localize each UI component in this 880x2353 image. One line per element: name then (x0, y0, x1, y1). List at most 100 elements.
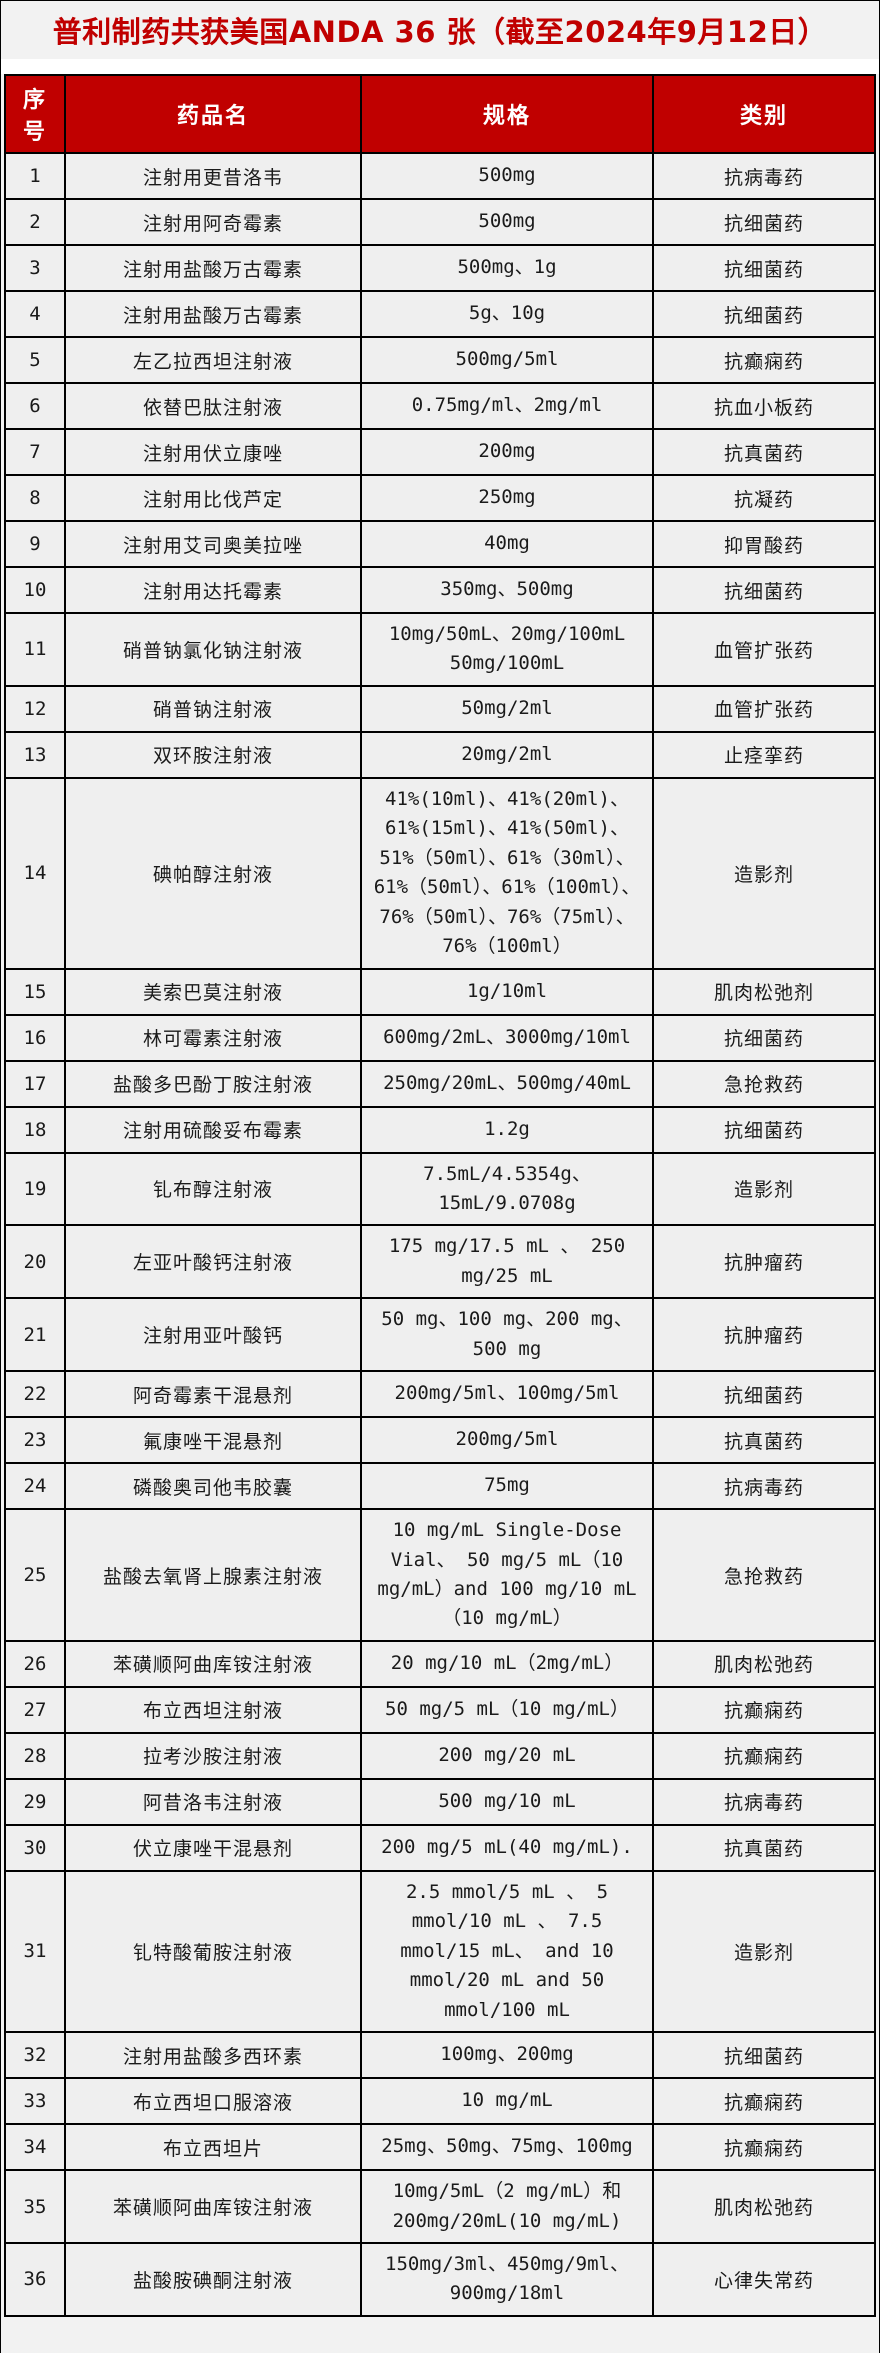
drug-name-cell: 美索巴莫注射液 (64, 967, 362, 1016)
drug-name-cell: 硝普钠注射液 (64, 684, 362, 733)
category-cell: 抗癫痫药 (652, 2123, 876, 2172)
drug-name-cell: 氟康唑干混悬剂 (64, 1416, 362, 1465)
table-row: 2 注射用阿奇霉素 500mg 抗细菌药 (4, 198, 876, 246)
table-row: 11 硝普钠氯化钠注射液 10mg/50mL、20mg/100mL 50mg/100… (4, 612, 876, 687)
row-no-cell: 25 (4, 1508, 66, 1642)
category-cell: 抗真菌药 (652, 428, 876, 476)
drug-name-cell: 注射用硫酸妥布霉素 (64, 1105, 362, 1154)
spec-cell: 100mg、200mg (360, 2031, 654, 2080)
drug-name-cell: 布立西坦口服溶液 (64, 2077, 362, 2126)
category-cell: 抗细菌药 (652, 244, 876, 292)
drug-name-cell: 注射用亚叶酸钙 (64, 1297, 362, 1373)
table-row: 34 布立西坦片 25mg、50mg、75mg、100mg 抗癫痫药 (4, 2123, 876, 2172)
category-cell: 抗病毒药 (652, 1462, 876, 1511)
drug-name-cell: 依替巴肽注射液 (64, 382, 362, 430)
spec-cell: 200mg/5ml (360, 1416, 654, 1465)
drug-name-cell: 左乙拉西坦注射液 (64, 336, 362, 384)
spec-cell: 20 mg/10 mL（2mg/mL） (360, 1639, 654, 1688)
header-cell-drug-name: 药品名 (64, 74, 362, 154)
table-row: 4 注射用盐酸万古霉素 5g、10g 抗细菌药 (4, 290, 876, 338)
category-cell: 抗血小板药 (652, 382, 876, 430)
row-no-cell: 28 (4, 1731, 66, 1780)
drug-name-cell: 林可霉素注射液 (64, 1013, 362, 1062)
row-no-cell: 1 (4, 152, 66, 200)
drug-name-cell: 苯磺顺阿曲库铵注射液 (64, 2169, 362, 2244)
spec-cell: 50mg/2ml (360, 684, 654, 733)
drug-name-cell: 阿昔洛韦注射液 (64, 1777, 362, 1826)
category-cell: 急抢救药 (652, 1508, 876, 1642)
spec-cell: 250mg/20mL、500mg/40mL (360, 1059, 654, 1108)
category-cell: 抗细菌药 (652, 198, 876, 246)
row-no-cell: 27 (4, 1685, 66, 1734)
table-row: 20 左亚叶酸钙注射液 175 mg/17.5 mL 、 250 mg/25 mL 抗… (4, 1224, 876, 1300)
row-no-cell: 16 (4, 1013, 66, 1062)
category-cell: 抗癫痫药 (652, 336, 876, 384)
category-cell: 抗癫痫药 (652, 1731, 876, 1780)
table-row: 16 林可霉素注射液 600mg/2mL、3000mg/10ml 抗细菌药 (4, 1013, 876, 1062)
drug-name-cell: 左亚叶酸钙注射液 (64, 1224, 362, 1300)
drug-name-cell: 注射用阿奇霉素 (64, 198, 362, 246)
spec-cell: 10 mg/mL Single-Dose Vial、 50 mg/5 mL（10… (360, 1508, 654, 1642)
row-no-cell: 29 (4, 1777, 66, 1826)
row-no-cell: 5 (4, 336, 66, 384)
category-cell: 肌肉松弛剂 (652, 967, 876, 1016)
drug-name-cell: 布立西坦片 (64, 2123, 362, 2172)
table-row: 3 注射用盐酸万古霉素 500mg、1g 抗细菌药 (4, 244, 876, 292)
table-row: 32 注射用盐酸多西环素 100mg、200mg 抗细菌药 (4, 2031, 876, 2080)
row-no-cell: 2 (4, 198, 66, 246)
spec-cell: 41%(10ml)、41%(20ml)、61%(15ml)、41%(50ml)、… (360, 776, 654, 970)
spec-cell: 75mg (360, 1462, 654, 1511)
row-no-cell: 17 (4, 1059, 66, 1108)
category-cell: 抗细菌药 (652, 2031, 876, 2080)
category-cell: 抗细菌药 (652, 1013, 876, 1062)
spec-cell: 10mg/50mL、20mg/100mL 50mg/100mL (360, 612, 654, 687)
row-no-cell: 19 (4, 1151, 66, 1227)
row-no-cell: 12 (4, 684, 66, 733)
table-row: 23 氟康唑干混悬剂 200mg/5ml 抗真菌药 (4, 1416, 876, 1465)
page-title: 普利制药共获美国ANDA 36 张（截至2024年9月12日） (1, 1, 879, 59)
drug-name-cell: 硝普钠氯化钠注射液 (64, 612, 362, 687)
category-cell: 血管扩张药 (652, 612, 876, 687)
row-no-cell: 14 (4, 776, 66, 970)
drug-name-cell: 双环胺注射液 (64, 730, 362, 779)
spec-cell: 500mg (360, 198, 654, 246)
table-row: 26 苯磺顺阿曲库铵注射液 20 mg/10 mL（2mg/mL） 肌肉松弛药 (4, 1639, 876, 1688)
table-row: 5 左乙拉西坦注射液 500mg/5ml 抗癫痫药 (4, 336, 876, 384)
row-no-cell: 9 (4, 520, 66, 568)
drug-name-cell: 盐酸胺碘酮注射液 (64, 2241, 362, 2317)
row-no-cell: 32 (4, 2031, 66, 2080)
table-row: 36 盐酸胺碘酮注射液 150mg/3ml、450mg/9ml、900mg/18ml… (4, 2241, 876, 2317)
spec-cell: 40mg (360, 520, 654, 568)
row-no-cell: 22 (4, 1370, 66, 1419)
row-no-cell: 26 (4, 1639, 66, 1688)
spec-cell: 0.75mg/ml、2mg/ml (360, 382, 654, 430)
category-cell: 抑胃酸药 (652, 520, 876, 568)
drug-name-cell: 注射用盐酸多西环素 (64, 2031, 362, 2080)
category-cell: 抗真菌药 (652, 1823, 876, 1872)
spec-cell: 350mg、500mg (360, 566, 654, 614)
category-cell: 造影剂 (652, 1151, 876, 1227)
table-row: 8 注射用比伐芦定 250mg 抗凝药 (4, 474, 876, 522)
table-row: 28 拉考沙胺注射液 200 mg/20 mL 抗癫痫药 (4, 1731, 876, 1780)
spec-cell: 50 mg/5 mL（10 mg/mL） (360, 1685, 654, 1734)
table-row: 15 美索巴莫注射液 1g/10ml 肌肉松弛剂 (4, 967, 876, 1016)
drug-name-cell: 阿奇霉素干混悬剂 (64, 1370, 362, 1419)
header-cell-spec: 规格 (360, 74, 654, 154)
spec-cell: 50 mg、100 mg、200 mg、500 mg (360, 1297, 654, 1373)
row-no-cell: 13 (4, 730, 66, 779)
drug-name-cell: 苯磺顺阿曲库铵注射液 (64, 1639, 362, 1688)
category-cell: 抗凝药 (652, 474, 876, 522)
category-cell: 止痉挛药 (652, 730, 876, 779)
drug-name-cell: 注射用比伐芦定 (64, 474, 362, 522)
table-row: 21 注射用亚叶酸钙 50 mg、100 mg、200 mg、500 mg 抗肿瘤药 (4, 1297, 876, 1373)
category-cell: 心律失常药 (652, 2241, 876, 2317)
category-cell: 造影剂 (652, 776, 876, 970)
category-cell: 抗细菌药 (652, 1105, 876, 1154)
spec-cell: 20mg/2ml (360, 730, 654, 779)
spec-cell: 10mg/5mL（2 mg/mL）和 200mg/20mL(10 mg/mL) (360, 2169, 654, 2244)
row-no-cell: 11 (4, 612, 66, 687)
table-row: 7 注射用伏立康唑 200mg 抗真菌药 (4, 428, 876, 476)
drug-name-cell: 盐酸多巴酚丁胺注射液 (64, 1059, 362, 1108)
spec-cell: 7.5mL/4.5354g、15mL/9.0708g (360, 1151, 654, 1227)
table-row: 1 注射用更昔洛韦 500mg 抗病毒药 (4, 152, 876, 200)
